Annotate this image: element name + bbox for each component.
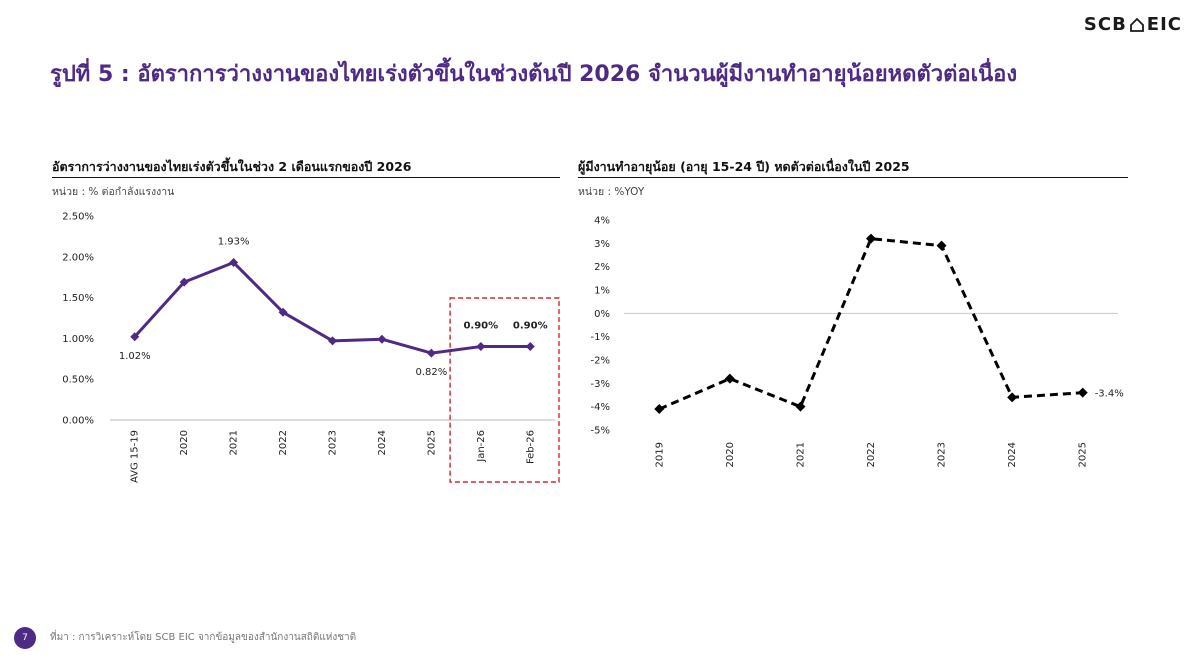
right-chart-rule [578, 177, 1128, 178]
logo-text-right: EIC [1146, 14, 1182, 35]
data-point-marker [866, 233, 876, 244]
left-chart-title: อัตราการว่างงานของไทยเร่งตัวขึ้นในช่วง 2… [52, 159, 412, 174]
left-chart-rule [52, 177, 560, 178]
data-point-marker [179, 277, 189, 287]
x-tick-label: Feb-26 [525, 430, 536, 464]
x-tick-label: 2019 [654, 442, 665, 467]
x-tick-label: 2025 [426, 430, 437, 455]
source-note: ที่มา : การวิเคราะห์โดย SCB EIC จากข้อมู… [50, 632, 357, 643]
right-chart-unit: หน่วย : %YOY [578, 186, 645, 198]
x-tick-label: 2020 [725, 442, 736, 467]
data-point-marker [229, 258, 239, 268]
y-tick-label: 4% [594, 216, 610, 227]
data-label: 0.82% [415, 367, 447, 378]
y-tick-label: 1.50% [62, 293, 94, 304]
data-point-marker [377, 334, 387, 344]
x-tick-label: 2023 [937, 442, 948, 467]
y-tick-label: 0.50% [62, 375, 94, 386]
scb-eic-logo: SCB EIC [1084, 14, 1182, 35]
data-point-marker [654, 404, 665, 414]
data-point-marker [525, 342, 535, 352]
highlight-box [449, 297, 560, 483]
y-tick-label: 2.00% [62, 252, 94, 263]
x-tick-label: 2024 [1007, 442, 1018, 467]
x-tick-label: AVG 15-19 [130, 430, 141, 483]
page-title: รูปที่ 5 : อัตราการว่างงานของไทยเร่งตัวข… [50, 62, 1018, 87]
data-point-marker [130, 332, 140, 342]
y-tick-label: -2% [591, 356, 610, 367]
right-chart-title: ผู้มีงานทำอายุน้อย (อายุ 15-24 ปี) หดตัว… [578, 159, 910, 174]
data-point-marker [426, 348, 436, 358]
left-chart-unit: หน่วย : % ต่อกำลังแรงงาน [52, 186, 175, 198]
data-point-marker [278, 307, 288, 317]
x-tick-label: 2020 [179, 430, 190, 455]
x-tick-label: 2022 [866, 442, 877, 467]
young-employed-line [658, 237, 1083, 411]
data-point-marker [724, 373, 735, 384]
data-point-marker [936, 240, 947, 251]
data-label: 1.02% [119, 351, 151, 362]
left-line-chart: 0.00% 0.50% 1.00% 1.50% 2.00% 2.50% AVG 15-19 2… [62, 212, 560, 483]
y-tick-label: 1.00% [62, 334, 94, 345]
y-tick-label: 2% [594, 262, 610, 273]
y-tick-label: -3% [591, 379, 610, 390]
x-tick-label: Jan-26 [476, 430, 487, 463]
data-label: 1.93% [218, 237, 250, 248]
y-tick-label: -1% [591, 332, 610, 343]
data-label: 0.90% [513, 321, 548, 332]
y-tick-label: -4% [591, 402, 610, 413]
y-tick-label: 0.00% [62, 416, 94, 427]
data-point-marker [1007, 392, 1018, 403]
data-point-marker [476, 342, 486, 352]
data-label: -3.4% [1095, 389, 1124, 400]
page-number-badge: 7 [14, 627, 36, 649]
x-tick-label: 2024 [377, 430, 388, 455]
y-tick-label: 1% [594, 286, 610, 297]
x-tick-label: 2023 [328, 430, 339, 455]
data-point-marker [1077, 387, 1088, 398]
x-tick-label: 2022 [278, 430, 289, 455]
data-label: 0.90% [463, 321, 498, 332]
right-line-chart: -5% -4% -3% -2% -1% 0% 1% 2% 3% 4% 2019 2020 2021 202… [591, 216, 1124, 468]
y-tick-label: 3% [594, 239, 610, 250]
data-point-marker [795, 401, 806, 412]
x-tick-label: 2021 [795, 442, 806, 467]
logo-text-left: SCB [1083, 14, 1127, 35]
y-tick-label: -5% [591, 426, 610, 437]
x-tick-label: 2021 [229, 430, 240, 455]
x-tick-label: 2025 [1078, 442, 1089, 467]
house-icon [1129, 17, 1144, 32]
y-tick-label: 2.50% [62, 212, 94, 223]
y-tick-label: 0% [594, 309, 610, 320]
data-point-marker [328, 336, 337, 346]
